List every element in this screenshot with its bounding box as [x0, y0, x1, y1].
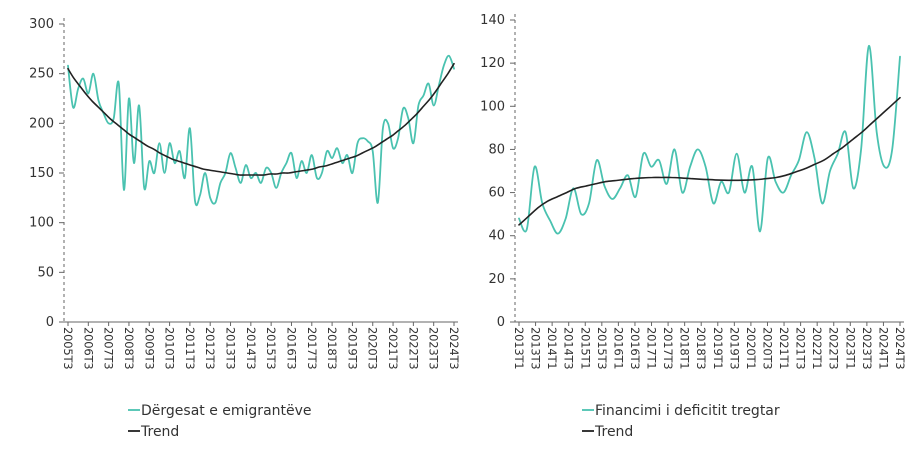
x-tick-label: 2011T3 — [183, 327, 197, 369]
y-tick-label: 140 — [480, 13, 505, 28]
y-tick-label: 0 — [46, 315, 54, 330]
x-tick-label: 2009T3 — [142, 327, 156, 369]
x-tick-label: 2021T3 — [386, 327, 400, 369]
x-tick-label: 2019T3 — [345, 327, 359, 369]
chart-remittances: 0 50 100 150 200 250 300 2005T3 2006T3 2007T3 2008… — [29, 17, 461, 440]
y-tick-label: 200 — [29, 116, 54, 131]
legend-label-series: Dërgesat e emigrantëve — [141, 403, 312, 419]
y-tick-label: 120 — [480, 56, 505, 71]
x-tick-label: 2017T3 — [661, 327, 675, 369]
x-tick-label: 2013T3 — [224, 327, 238, 369]
y-tick-label: 100 — [480, 99, 505, 114]
x-tick-label: 2019T1 — [711, 327, 725, 369]
x-tick-label: 2017T3 — [305, 327, 319, 369]
x-tick-label: 2007T3 — [102, 327, 116, 369]
x-tick-label: 2023T1 — [843, 327, 857, 369]
x-tick-label: 2014T1 — [545, 327, 559, 369]
x-tick-label: 2020T3 — [761, 327, 775, 369]
x-tick-label: 2005T3 — [61, 327, 75, 369]
x-tick-label: 2023T3 — [427, 327, 441, 369]
x-tick-label: 2012T3 — [203, 327, 217, 369]
series-line — [67, 54, 455, 207]
y-tick-label: 60 — [488, 186, 505, 201]
x-tick-label: 2016T3 — [285, 327, 299, 369]
trend-line — [518, 96, 901, 226]
x-tick-label: 2006T3 — [81, 327, 95, 369]
x-tick-label: 2010T3 — [163, 327, 177, 369]
x-tick-label: 2016T1 — [611, 327, 625, 369]
x-tick-label: 2018T3 — [325, 327, 339, 369]
y-tick-label: 40 — [488, 229, 505, 244]
legend-label-series: Financimi i deficitit tregtar — [595, 403, 780, 419]
x-tick-label: 2018T3 — [694, 327, 708, 369]
x-tick-label: 2022T3 — [827, 327, 841, 369]
y-tick-label: 0 — [497, 315, 505, 330]
legend-label-trend: Trend — [594, 424, 633, 440]
y-tick-label: 150 — [29, 166, 54, 181]
x-tick-label: 2020T3 — [366, 327, 380, 369]
x-tick-label: 2017T1 — [645, 327, 659, 369]
x-tick-label: 2019T3 — [727, 327, 741, 369]
x-tick-label: 2016T3 — [628, 327, 642, 369]
x-tick-label: 2013T3 — [529, 327, 543, 369]
y-tick-label: 20 — [488, 272, 505, 287]
x-tick-label: 2024T1 — [876, 327, 890, 369]
x-tick-label: 2018T1 — [678, 327, 692, 369]
y-tick-label: 50 — [37, 265, 54, 280]
x-tick-label: 2015T1 — [578, 327, 592, 369]
x-tick-label: 2013T1 — [512, 327, 526, 369]
trend-line — [67, 62, 455, 176]
x-tick-label: 2024T3 — [893, 327, 907, 369]
x-tick-label: 2015T3 — [595, 327, 609, 369]
x-tick-label: 2023T3 — [860, 327, 874, 369]
series-line — [518, 44, 901, 235]
x-tick-label: 2014T3 — [244, 327, 258, 369]
x-tick-label: 2022T1 — [810, 327, 824, 369]
x-tick-label: 2015T3 — [264, 327, 278, 369]
x-tick-label: 2020T1 — [744, 327, 758, 369]
y-tick-label: 80 — [488, 142, 505, 157]
y-tick-label: 100 — [29, 216, 54, 231]
x-tick-label: 2021T3 — [794, 327, 808, 369]
y-tick-label: 250 — [29, 67, 54, 82]
x-tick-label: 2014T3 — [562, 327, 576, 369]
y-tick-label: 300 — [29, 17, 54, 32]
x-tick-label: 2022T3 — [406, 327, 420, 369]
chart-trade-deficit-financing: 0 20 40 60 80 100 120 140 2013T1 2013T3 2014T1 2014… — [480, 13, 907, 440]
x-tick-label: 2008T3 — [122, 327, 136, 369]
x-tick-label: 2024T3 — [447, 327, 461, 369]
legend-label-trend: Trend — [140, 424, 179, 440]
x-tick-label: 2021T1 — [777, 327, 791, 369]
